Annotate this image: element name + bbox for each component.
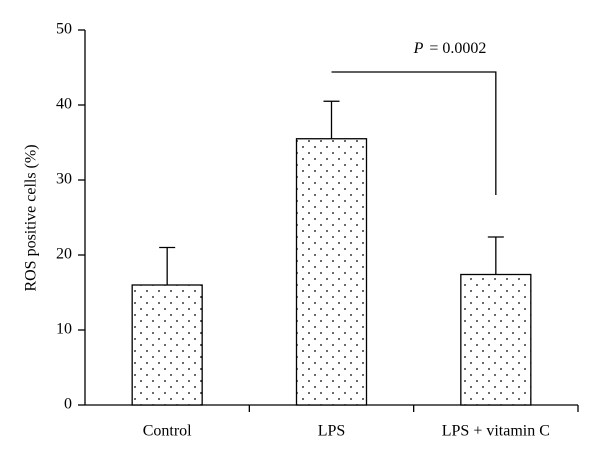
annotation-symbol: P [413, 40, 424, 57]
y-tick-label: 30 [56, 171, 72, 188]
bar [460, 273, 532, 406]
significance-bracket [331, 71, 497, 195]
x-tick-label: LPS + vitamin C [442, 423, 550, 440]
bar [295, 138, 368, 406]
annotation: P = 0.0002 [413, 40, 487, 57]
y-axis-label: ROS positive cells (%) [23, 144, 40, 291]
annotation-text: = 0.0002 [429, 40, 486, 57]
y-tick-label: 40 [56, 96, 72, 113]
bar [131, 284, 203, 406]
x-tick-label: Control [143, 423, 192, 440]
y-tick-label: 0 [64, 396, 72, 413]
y-tick-label: 50 [56, 21, 72, 38]
y-tick-label: 10 [56, 321, 72, 338]
y-tick-label: 20 [56, 246, 72, 263]
x-tick-label: LPS [318, 423, 346, 440]
